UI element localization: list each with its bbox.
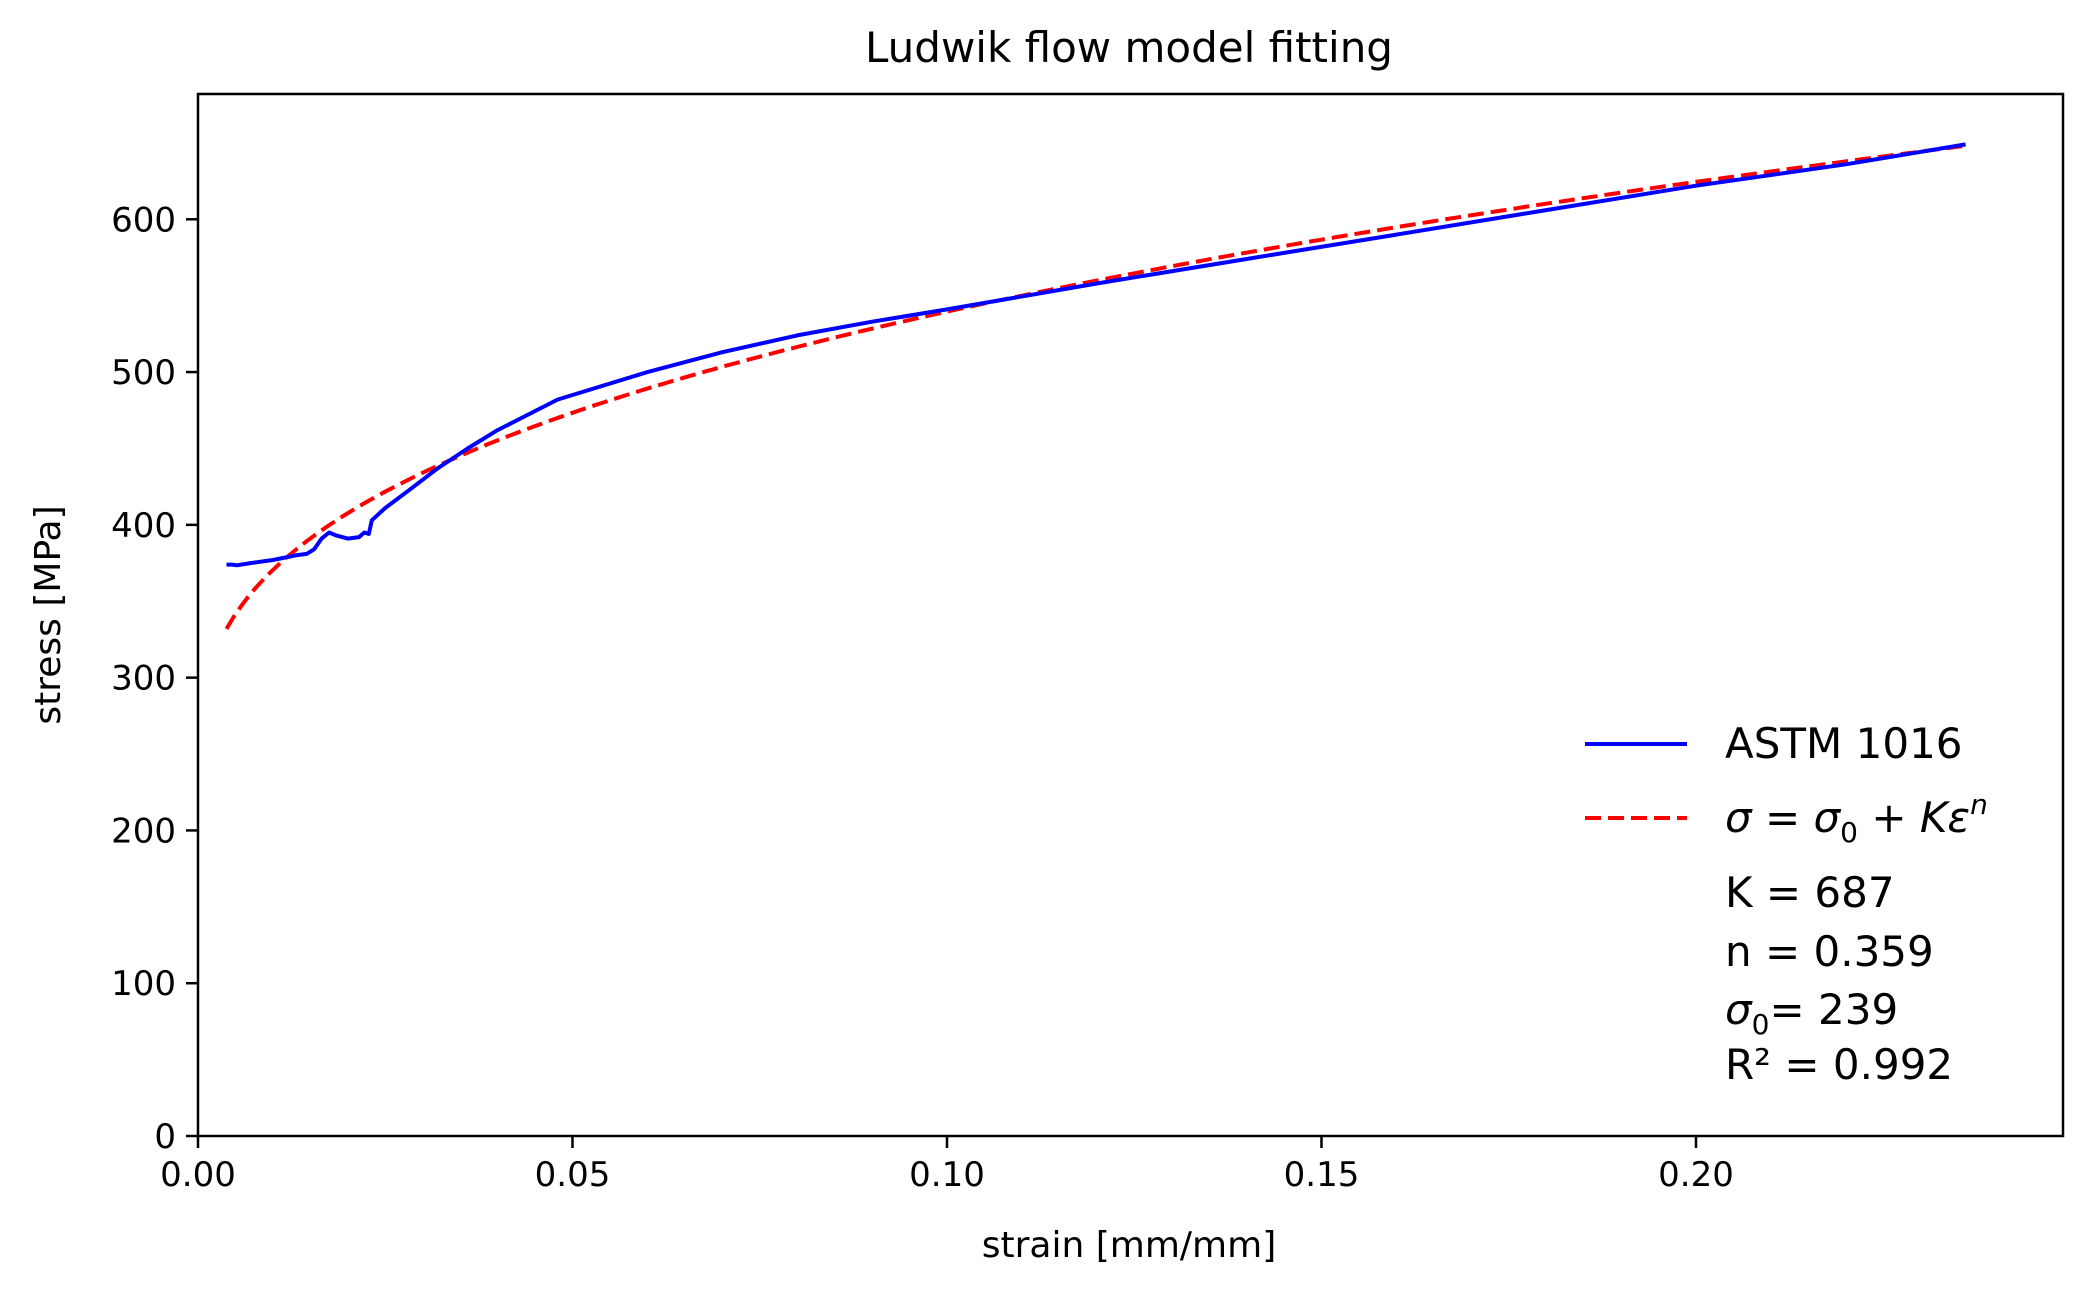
x-tick-label: 0.10 [909,1155,985,1195]
annotation-k: K = 687 [1725,868,1895,917]
chart-title: Ludwik flow model fitting [865,23,1393,72]
annotation-sigma0: σ0= 239 [1725,985,1898,1041]
y-tick-label: 500 [111,353,176,393]
y-tick-label: 400 [111,506,176,546]
x-tick-label: 0.20 [1658,1155,1734,1195]
plot-area [196,92,2065,1138]
x-tick-label: 0.00 [160,1155,236,1195]
x-tick-label: 0.15 [1284,1155,1360,1195]
annotation-n: n = 0.359 [1725,927,1934,976]
legend-label-data: ASTM 1016 [1725,719,1963,768]
x-tick-label: 0.05 [535,1155,611,1195]
y-tick-label: 100 [111,964,176,1004]
y-tick-label: 600 [111,200,176,240]
legend: ASTM 1016 σ = σ0 + Kεn K = 687 n = 0.359… [1585,719,1988,1089]
series-group [224,142,1966,630]
annotation-r2: R² = 0.992 [1725,1040,1953,1089]
legend-label-fit: σ = σ0 + Kεn [1725,788,1988,849]
astm-1016-line [226,142,1966,568]
y-tick-label: 300 [111,659,176,699]
y-tick-label: 0 [154,1117,176,1157]
x-axis-label: strain [mm/mm] [982,1225,1277,1266]
y-axis-label: stress [MPa] [28,505,69,724]
fit-line [224,143,1966,630]
axis-ticks: 0.00 0.05 0.10 0.15 0.20 0 100 200 300 400 500 600 [111,200,1734,1195]
y-tick-label: 200 [111,811,176,851]
